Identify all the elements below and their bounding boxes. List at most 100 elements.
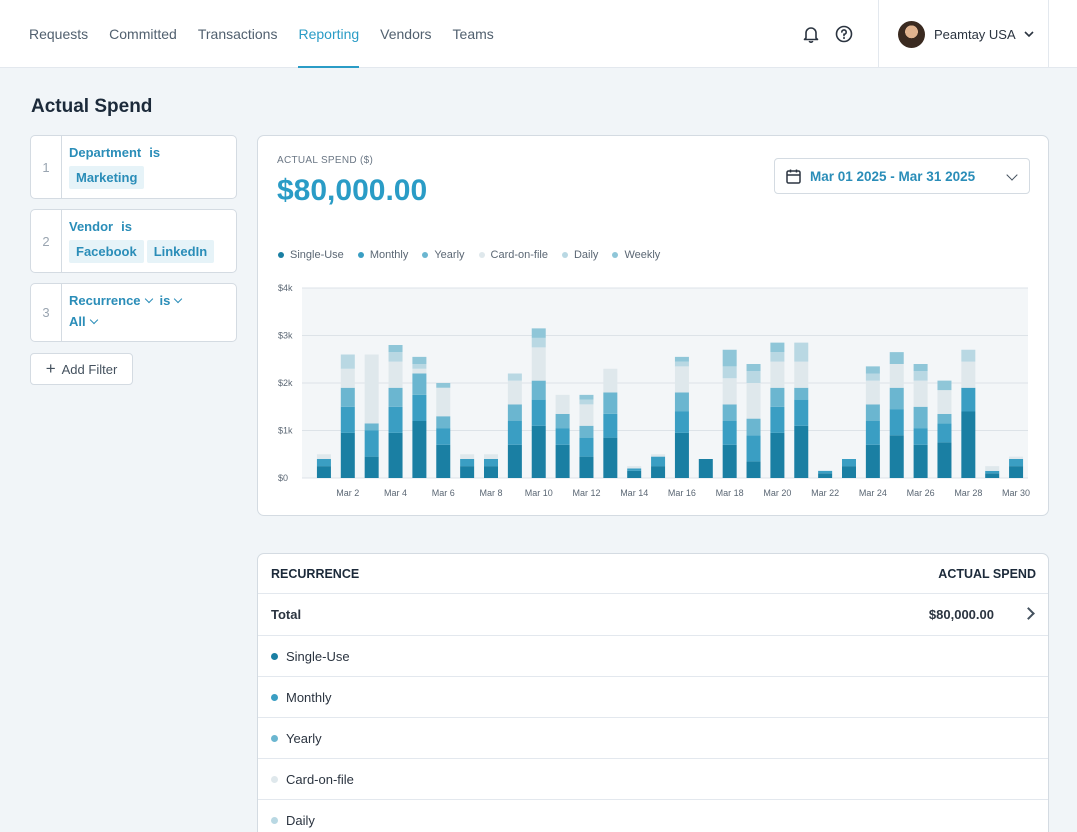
bar-segment[interactable] <box>412 364 427 369</box>
bar-segment[interactable] <box>674 392 689 412</box>
bar-segment[interactable] <box>484 454 498 459</box>
bar-segment[interactable] <box>340 368 355 388</box>
bar-segment[interactable] <box>531 399 546 426</box>
bar-segment[interactable] <box>579 404 594 426</box>
nav-committed[interactable]: Committed <box>109 26 177 42</box>
bar-segment[interactable] <box>865 373 880 381</box>
bar-segment[interactable] <box>340 406 355 433</box>
bar-segment[interactable] <box>603 392 618 414</box>
bar-segment[interactable] <box>364 430 379 457</box>
bar-segment[interactable] <box>436 444 451 478</box>
bar-segment[interactable] <box>865 421 880 445</box>
bar-segment[interactable] <box>770 406 785 433</box>
filter-field[interactable]: Vendor <box>69 219 114 234</box>
legend-item[interactable]: Card-on-file <box>478 249 548 261</box>
bar-segment[interactable] <box>937 413 952 424</box>
bar-segment[interactable] <box>913 380 928 407</box>
bar-segment[interactable] <box>460 466 475 478</box>
bar-segment[interactable] <box>316 459 331 467</box>
bar-segment[interactable] <box>531 380 546 400</box>
bar-segment[interactable] <box>484 466 498 478</box>
bar-segment[interactable] <box>579 456 594 478</box>
bar-segment[interactable] <box>746 383 761 419</box>
help-icon[interactable] <box>834 24 854 44</box>
bar-segment[interactable] <box>651 466 666 478</box>
filter-operator[interactable]: is <box>159 293 171 308</box>
bar-segment[interactable] <box>436 428 451 445</box>
bar-segment[interactable] <box>460 454 475 459</box>
bar-segment[interactable] <box>722 366 737 379</box>
add-filter-button[interactable]: + Add Filter <box>30 353 133 385</box>
bar-segment[interactable] <box>412 373 427 395</box>
bar-segment[interactable] <box>555 394 570 414</box>
bar-segment[interactable] <box>985 470 1000 474</box>
bar-segment[interactable] <box>507 404 522 421</box>
legend-item[interactable]: Monthly <box>357 249 408 261</box>
bar-segment[interactable] <box>674 361 689 367</box>
filter-operator[interactable]: is <box>149 145 161 160</box>
filter-value-chip[interactable]: Marketing <box>69 166 145 189</box>
bar-segment[interactable] <box>985 466 1000 471</box>
bar-segment[interactable] <box>722 378 737 405</box>
bar-segment[interactable] <box>698 459 713 478</box>
bar-segment[interactable] <box>985 473 1000 478</box>
bar-segment[interactable] <box>913 371 928 381</box>
bar-segment[interactable] <box>555 413 570 429</box>
filter-operator[interactable]: is <box>121 219 132 234</box>
bar-segment[interactable] <box>412 421 427 478</box>
bar-segment[interactable] <box>555 428 570 445</box>
bar-segment[interactable] <box>913 428 928 445</box>
bar-segment[interactable] <box>674 356 689 362</box>
bar-segment[interactable] <box>818 473 833 478</box>
bar-segment[interactable] <box>1009 456 1024 459</box>
bar-segment[interactable] <box>507 444 522 478</box>
bar-segment[interactable] <box>603 368 618 393</box>
bar-segment[interactable] <box>961 411 976 479</box>
bar-segment[interactable] <box>651 456 666 467</box>
bar-segment[interactable] <box>818 470 833 474</box>
bar-segment[interactable] <box>316 454 331 459</box>
bar-segment[interactable] <box>340 387 355 407</box>
bar-segment[interactable] <box>627 468 642 471</box>
bar-segment[interactable] <box>770 361 785 388</box>
bar-segment[interactable] <box>627 470 642 478</box>
bar-segment[interactable] <box>961 349 976 362</box>
nav-teams[interactable]: Teams <box>452 26 494 42</box>
bar-segment[interactable] <box>340 354 355 369</box>
nav-reporting[interactable]: Reporting <box>298 0 359 68</box>
bar-segment[interactable] <box>507 380 522 405</box>
table-row[interactable]: Card-on-file <box>258 759 1048 800</box>
bar-segment[interactable] <box>865 444 880 478</box>
bar-segment[interactable] <box>388 345 403 353</box>
bar-segment[interactable] <box>794 387 809 400</box>
date-range-picker[interactable]: Mar 01 2025 - Mar 31 2025 <box>774 158 1030 194</box>
bar-segment[interactable] <box>388 352 403 362</box>
bar-segment[interactable] <box>913 406 928 429</box>
bar-segment[interactable] <box>1009 459 1024 467</box>
bar-segment[interactable] <box>674 366 689 393</box>
bar-segment[interactable] <box>603 413 618 438</box>
bar-segment[interactable] <box>794 361 809 388</box>
legend-item[interactable]: Yearly <box>422 249 465 261</box>
bar-segment[interactable] <box>746 461 761 478</box>
bar-segment[interactable] <box>770 387 785 407</box>
bar-segment[interactable] <box>746 435 761 462</box>
bar-segment[interactable] <box>579 437 594 457</box>
bar-segment[interactable] <box>412 394 427 421</box>
bar-segment[interactable] <box>913 364 928 372</box>
bar-segment[interactable] <box>937 380 952 391</box>
nav-vendors[interactable]: Vendors <box>380 26 432 42</box>
bar-segment[interactable] <box>412 368 427 374</box>
bar-segment[interactable] <box>1009 466 1024 478</box>
legend-item[interactable]: Single-Use <box>278 249 344 261</box>
legend-item[interactable]: Weekly <box>612 249 660 261</box>
bar-segment[interactable] <box>842 466 856 478</box>
bar-segment[interactable] <box>507 421 522 445</box>
table-row[interactable]: Daily <box>258 800 1048 832</box>
bar-segment[interactable] <box>722 444 737 478</box>
filter-vendor[interactable]: 2 Vendor is Facebook LinkedIn <box>30 209 237 273</box>
filter-department[interactable]: 1 Department is Marketing <box>30 135 237 199</box>
bar-segment[interactable] <box>531 337 546 348</box>
bar-segment[interactable] <box>722 421 737 445</box>
bar-segment[interactable] <box>555 444 570 478</box>
